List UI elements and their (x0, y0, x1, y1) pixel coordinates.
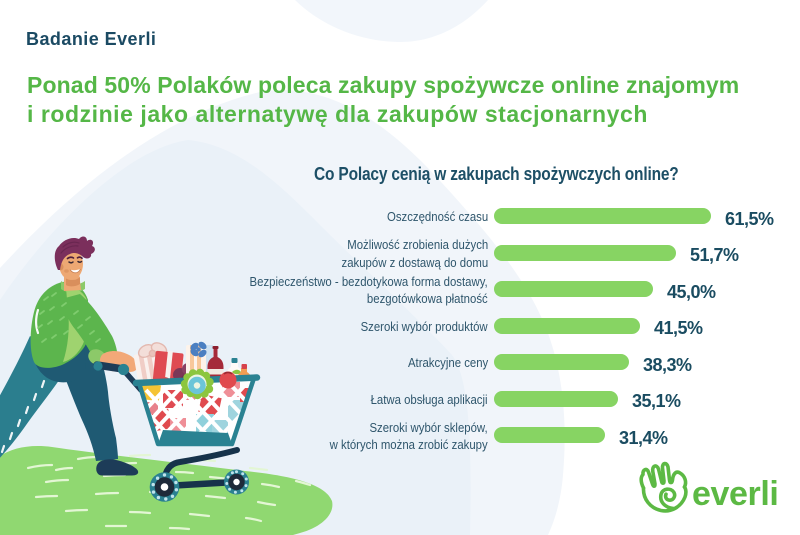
svg-text:everli: everli (692, 475, 778, 513)
